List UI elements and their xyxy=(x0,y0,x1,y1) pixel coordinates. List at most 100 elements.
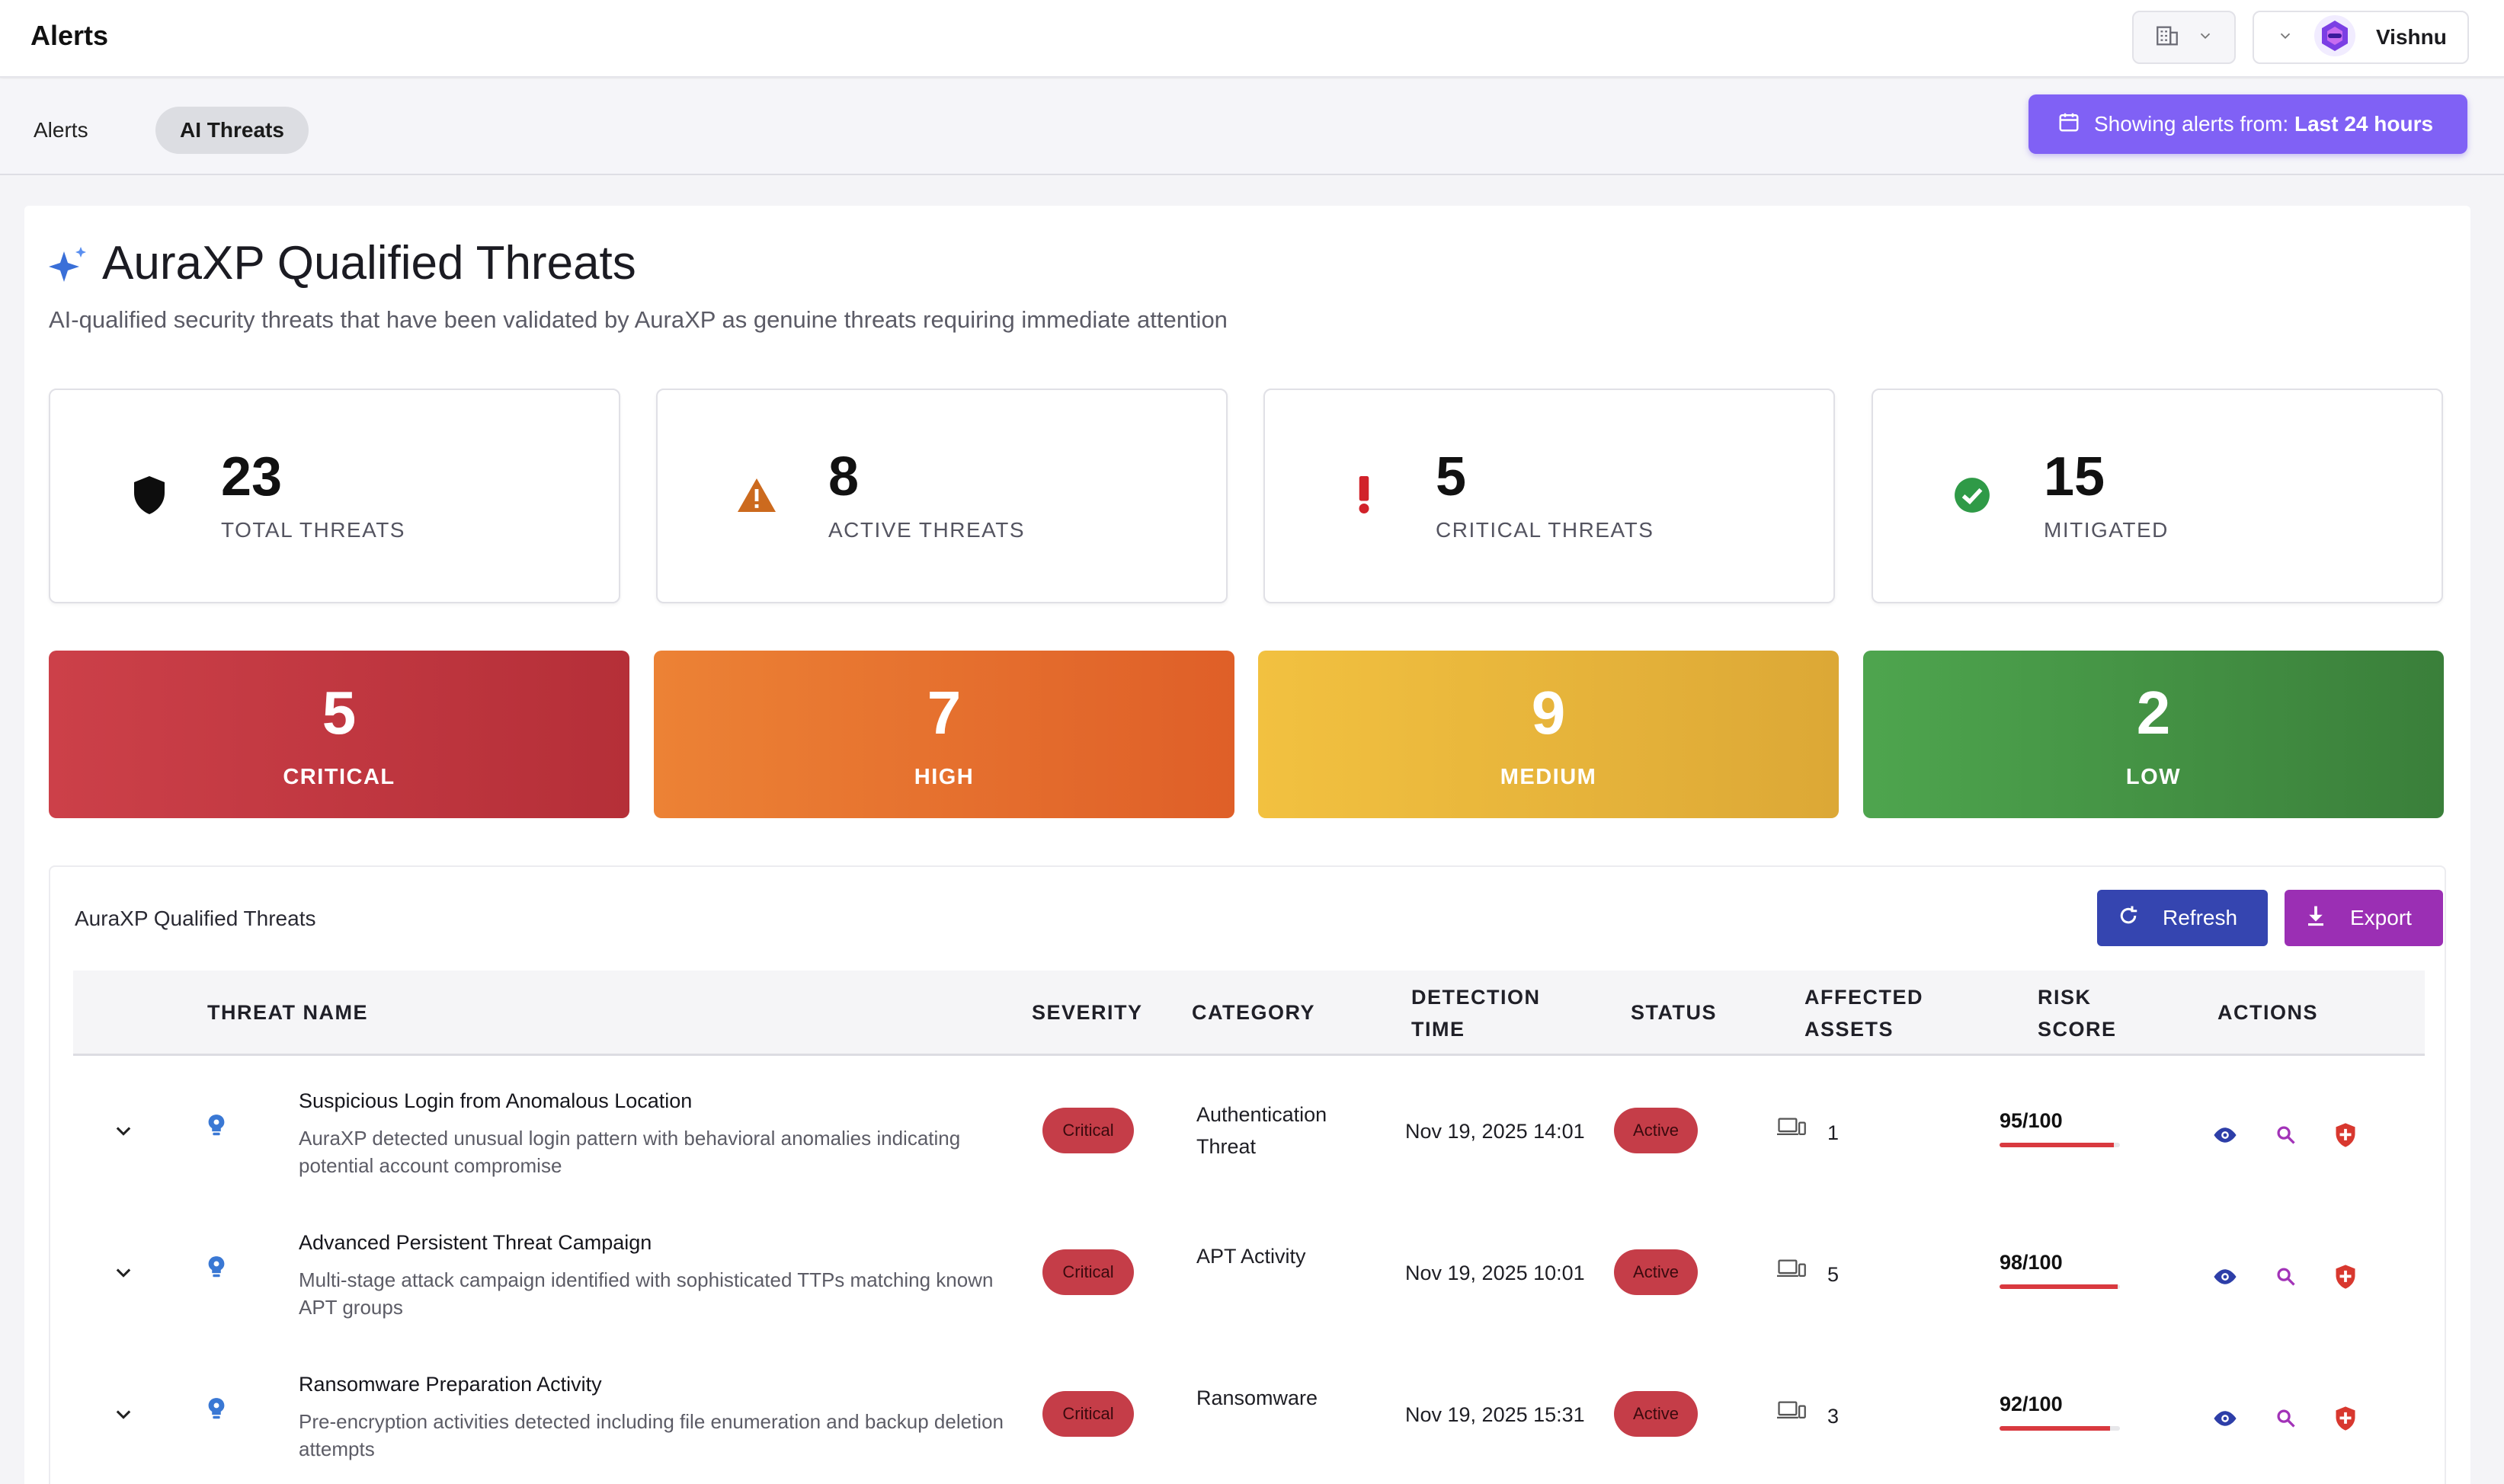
ai-insight-icon xyxy=(206,1114,227,1140)
severity-label: LOW xyxy=(2125,765,2182,789)
table-row: Suspicious Login from Anomalous Location… xyxy=(73,1060,2425,1202)
stat-label: CRITICAL THREATS xyxy=(1436,518,1654,542)
table-header: THREAT NAME SEVERITY CATEGORY DETECTION … xyxy=(73,971,2425,1056)
view-eye-icon[interactable] xyxy=(2210,1403,2240,1434)
column-header-affected-assets[interactable]: AFFECTED ASSETS xyxy=(1804,986,1923,1041)
threat-name[interactable]: Suspicious Login from Anomalous Location xyxy=(299,1089,693,1112)
mitigate-shield-icon[interactable] xyxy=(2330,1262,2361,1292)
stat-card-mitigated: 15 MITIGATED xyxy=(1872,389,2443,603)
affected-assets-count: 1 xyxy=(1827,1121,1840,1144)
affected-assets-count: 5 xyxy=(1827,1263,1840,1286)
refresh-label: Refresh xyxy=(2163,906,2238,929)
column-header-risk-score[interactable]: RISK SCORE xyxy=(2038,986,2117,1041)
ai-insight-icon xyxy=(206,1397,227,1424)
risk-score-fill xyxy=(2000,1426,2111,1431)
export-button[interactable]: Export xyxy=(2285,890,2443,946)
devices-icon xyxy=(1777,1257,1806,1285)
app-title: Alerts xyxy=(30,20,109,51)
tab-ai-threats[interactable]: AI Threats xyxy=(155,107,309,154)
time-range-button[interactable]: Showing alerts from: Last 24 hours xyxy=(2028,94,2467,154)
severity-tile-low[interactable]: 2 LOW xyxy=(1863,651,2444,818)
severity-tile-high[interactable]: 7 HIGH xyxy=(654,651,1234,818)
column-header-actions: ACTIONS xyxy=(2217,1001,2318,1024)
check-circle-icon xyxy=(1951,474,1993,517)
severity-label: HIGH xyxy=(914,765,975,789)
top-header: Alerts Vishnu xyxy=(0,0,2504,78)
refresh-button[interactable]: Refresh xyxy=(2097,890,2268,946)
sub-navigation: Alerts AI Threats Showing alerts from: L… xyxy=(0,79,2504,175)
stat-label: MITIGATED xyxy=(2044,518,2169,542)
mitigate-shield-icon[interactable] xyxy=(2330,1120,2361,1150)
investigate-search-icon[interactable] xyxy=(2271,1120,2301,1150)
devices-icon xyxy=(1777,1399,1806,1427)
threat-category: APT Activity xyxy=(1196,1245,1306,1268)
investigate-search-icon[interactable] xyxy=(2271,1262,2301,1292)
threat-name[interactable]: Ransomware Preparation Activity xyxy=(299,1373,602,1396)
stat-card-critical-threats: 5 CRITICAL THREATS xyxy=(1263,389,1835,603)
view-eye-icon[interactable] xyxy=(2210,1120,2240,1150)
investigate-search-icon[interactable] xyxy=(2271,1403,2301,1434)
threat-description: Pre-encryption activities detected inclu… xyxy=(299,1410,1004,1460)
column-header-severity[interactable]: SEVERITY xyxy=(1032,1001,1143,1024)
severity-label: CRITICAL xyxy=(283,765,395,789)
page-title: AuraXP Qualified Threats xyxy=(102,237,636,289)
severity-tile-critical[interactable]: 5 CRITICAL xyxy=(49,651,629,818)
user-name: Vishnu xyxy=(2376,25,2447,49)
tab-alerts[interactable]: Alerts xyxy=(34,118,88,142)
page-subtitle: AI-qualified security threats that have … xyxy=(49,306,1228,333)
expand-row-chevron-icon[interactable] xyxy=(113,1120,134,1145)
stat-value: 15 xyxy=(2044,446,2105,507)
threat-category: Authentication Threat xyxy=(1196,1103,1327,1158)
severity-count: 7 xyxy=(927,679,962,747)
building-icon xyxy=(2154,23,2180,53)
detection-time: Nov 19, 2025 14:01 xyxy=(1405,1120,1585,1143)
avatar xyxy=(2313,14,2356,61)
calendar-icon xyxy=(2057,110,2080,139)
risk-score-bar xyxy=(2000,1284,2120,1289)
threat-name[interactable]: Advanced Persistent Threat Campaign xyxy=(299,1231,652,1254)
stat-value: 8 xyxy=(828,446,860,507)
risk-score-fill xyxy=(2000,1143,2115,1147)
risk-score: 95/100 xyxy=(2000,1109,2063,1132)
refresh-icon xyxy=(2117,904,2140,932)
expand-row-chevron-icon[interactable] xyxy=(113,1403,134,1428)
risk-score-fill xyxy=(2000,1284,2118,1289)
stat-card-active-threats: 8 ACTIVE THREATS xyxy=(656,389,1228,603)
expand-row-chevron-icon[interactable] xyxy=(113,1262,134,1287)
risk-score: 92/100 xyxy=(2000,1393,2063,1415)
severity-count: 9 xyxy=(1531,679,1566,747)
threats-table-card: AuraXP Qualified Threats Refresh Export … xyxy=(49,865,2446,1484)
severity-count: 2 xyxy=(2136,679,2171,747)
threat-description: AuraXP detected unusual login pattern wi… xyxy=(299,1127,961,1177)
stat-label: TOTAL THREATS xyxy=(221,518,405,542)
ai-insight-icon xyxy=(206,1255,227,1282)
column-header-category[interactable]: CATEGORY xyxy=(1192,1001,1316,1024)
status-badge: Active xyxy=(1614,1391,1698,1437)
sparkle-icon xyxy=(47,244,88,289)
export-label: Export xyxy=(2350,906,2412,929)
exclamation-icon xyxy=(1343,474,1385,517)
stat-value: 23 xyxy=(221,446,283,507)
stat-value: 5 xyxy=(1436,446,1467,507)
risk-score-bar xyxy=(2000,1426,2120,1431)
warning-icon xyxy=(735,474,778,517)
time-range-value: Last 24 hours xyxy=(2294,112,2434,136)
detection-time: Nov 19, 2025 15:31 xyxy=(1405,1403,1585,1426)
severity-badge: Critical xyxy=(1042,1108,1134,1153)
severity-count: 5 xyxy=(322,679,357,747)
view-eye-icon[interactable] xyxy=(2210,1262,2240,1292)
chevron-down-icon xyxy=(2197,27,2214,48)
column-header-status[interactable]: STATUS xyxy=(1631,1001,1717,1024)
devices-icon xyxy=(1777,1115,1806,1143)
mitigate-shield-icon[interactable] xyxy=(2330,1403,2361,1434)
shield-icon xyxy=(128,474,171,517)
status-badge: Active xyxy=(1614,1108,1698,1153)
user-menu[interactable]: Vishnu xyxy=(2253,11,2469,64)
stat-card-total-threats: 23 TOTAL THREATS xyxy=(49,389,620,603)
table-row: Ransomware Preparation Activity Pre-encr… xyxy=(73,1344,2425,1484)
column-header-threat-name[interactable]: THREAT NAME xyxy=(207,1001,368,1024)
column-header-detection-time[interactable]: DETECTION TIME xyxy=(1411,986,1541,1041)
organization-switcher[interactable] xyxy=(2132,11,2236,64)
severity-tile-medium[interactable]: 9 MEDIUM xyxy=(1258,651,1839,818)
severity-badge: Critical xyxy=(1042,1249,1134,1295)
